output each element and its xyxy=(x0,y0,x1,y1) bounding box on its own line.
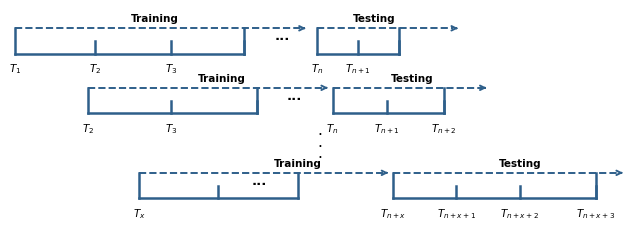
Text: $T_{1}$: $T_{1}$ xyxy=(10,62,22,76)
Text: ...: ... xyxy=(252,175,268,188)
Text: Testing: Testing xyxy=(390,74,433,83)
Text: $T_{3}$: $T_{3}$ xyxy=(164,62,177,76)
Text: $T_{n+x+2}$: $T_{n+x+2}$ xyxy=(500,207,540,221)
Text: Training: Training xyxy=(274,159,322,169)
Text: $T_{n+1}$: $T_{n+1}$ xyxy=(345,62,371,76)
Text: $T_{n+x+3}$: $T_{n+x+3}$ xyxy=(577,207,616,221)
Text: $T_{x}$: $T_{x}$ xyxy=(133,207,145,221)
Text: Training: Training xyxy=(198,74,246,83)
Text: $T_{n}$: $T_{n}$ xyxy=(326,122,339,136)
Text: Testing: Testing xyxy=(499,159,541,169)
Text: ...: ... xyxy=(287,90,302,103)
Text: ...: ... xyxy=(275,30,290,43)
Text: $T_{2}$: $T_{2}$ xyxy=(83,122,95,136)
Text: $T_{n+1}$: $T_{n+1}$ xyxy=(374,122,399,136)
Text: .: . xyxy=(317,123,323,138)
Text: .: . xyxy=(317,135,323,150)
Text: $T_{3}$: $T_{3}$ xyxy=(164,122,177,136)
Text: Training: Training xyxy=(131,14,179,24)
Text: .: . xyxy=(317,146,323,161)
Text: Testing: Testing xyxy=(353,14,396,24)
Text: $T_{n+2}$: $T_{n+2}$ xyxy=(431,122,456,136)
Text: $T_{n+x+1}$: $T_{n+x+1}$ xyxy=(437,207,476,221)
Text: $T_{n+x}$: $T_{n+x}$ xyxy=(380,207,406,221)
Text: $T_{n}$: $T_{n}$ xyxy=(310,62,323,76)
Text: $T_{2}$: $T_{2}$ xyxy=(89,62,101,76)
